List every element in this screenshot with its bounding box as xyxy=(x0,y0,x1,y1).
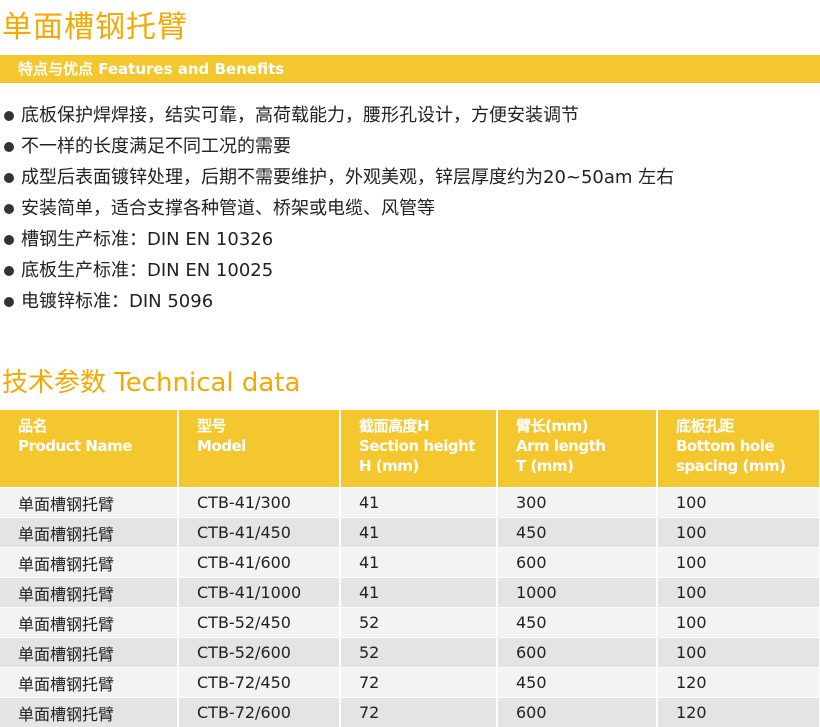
table-cell: 600 xyxy=(497,698,657,727)
feature-item: 成型后表面镀锌处理，后期不需要维护，外观美观，锌层厚度约为20~50am 左右 xyxy=(4,162,674,193)
bullet-icon xyxy=(4,266,14,276)
table-cell: 41 xyxy=(340,578,497,608)
header-line: Section height xyxy=(359,436,496,456)
table-cell: CTB-72/600 xyxy=(178,698,340,727)
table-cell: 单面槽钢托臂 xyxy=(0,578,178,608)
feature-item: 不一样的长度满足不同工况的需要 xyxy=(4,131,674,162)
table-cell: CTB-72/450 xyxy=(178,668,340,698)
table-cell: 100 xyxy=(657,548,820,578)
header-line: 型号 xyxy=(197,416,339,436)
feature-item: 底板保护焊焊接，结实可靠，高荷载能力，腰形孔设计，方便安装调节 xyxy=(4,100,674,131)
table-cell: 100 xyxy=(657,578,820,608)
table-cell: 单面槽钢托臂 xyxy=(0,548,178,578)
table-cell: 单面槽钢托臂 xyxy=(0,608,178,638)
features-list: 底板保护焊焊接，结实可靠，高荷载能力，腰形孔设计，方便安装调节不一样的长度满足不… xyxy=(4,100,674,317)
table-cell: 41 xyxy=(340,488,497,518)
header-line: Model xyxy=(197,436,339,456)
table-cell: 600 xyxy=(497,638,657,668)
table-cell: 100 xyxy=(657,488,820,518)
feature-text: 底板生产标准：DIN EN 10025 xyxy=(21,255,273,286)
header-line: 截面高度H xyxy=(359,416,496,436)
bullet-icon xyxy=(4,235,14,245)
table-cell: 单面槽钢托臂 xyxy=(0,488,178,518)
table-cell: 450 xyxy=(497,608,657,638)
table-cell: 单面槽钢托臂 xyxy=(0,698,178,727)
table-cell: CTB-41/1000 xyxy=(178,578,340,608)
table-cell: 52 xyxy=(340,608,497,638)
header-line: Product Name xyxy=(18,436,177,456)
feature-text: 不一样的长度满足不同工况的需要 xyxy=(21,131,291,162)
header-line: Bottom hole xyxy=(676,436,819,456)
table-cell: CTB-41/600 xyxy=(178,548,340,578)
feature-item: 槽钢生产标准：DIN EN 10326 xyxy=(4,224,674,255)
header-line: 臂长(mm) xyxy=(516,416,656,436)
table-cell: 72 xyxy=(340,668,497,698)
table-cell: 120 xyxy=(657,698,820,727)
header-line: 底板孔距 xyxy=(676,416,819,436)
page-title: 单面槽钢托臂 xyxy=(2,2,188,46)
header-line: 品名 xyxy=(18,416,177,436)
table-cell: 450 xyxy=(497,668,657,698)
header-line: Arm length xyxy=(516,436,656,456)
table-cell: 单面槽钢托臂 xyxy=(0,668,178,698)
bullet-icon xyxy=(4,142,14,152)
table-cell: 600 xyxy=(497,548,657,578)
bullet-icon xyxy=(4,204,14,214)
table-cell: CTB-52/450 xyxy=(178,608,340,638)
feature-text: 槽钢生产标准：DIN EN 10326 xyxy=(21,224,273,255)
table-cell: 41 xyxy=(340,518,497,548)
table-cell: 72 xyxy=(340,698,497,727)
bullet-icon xyxy=(4,111,14,121)
feature-item: 底板生产标准：DIN EN 10025 xyxy=(4,255,674,286)
table-cell: 1000 xyxy=(497,578,657,608)
table-cell: CTB-41/300 xyxy=(178,488,340,518)
tech-title: 技术参数 Technical data xyxy=(2,362,300,399)
table-cell: 100 xyxy=(657,608,820,638)
header-line: spacing (mm) xyxy=(676,456,819,476)
table-cell: CTB-41/450 xyxy=(178,518,340,548)
features-header: 特点与优点 Features and Benefits xyxy=(0,55,820,83)
table-cell: 52 xyxy=(340,638,497,668)
feature-text: 安装简单，适合支撑各种管道、桥架或电缆、风管等 xyxy=(21,193,435,224)
table-cell: 100 xyxy=(657,638,820,668)
table-cell: 120 xyxy=(657,668,820,698)
feature-item: 安装简单，适合支撑各种管道、桥架或电缆、风管等 xyxy=(4,193,674,224)
table-cell: 300 xyxy=(497,488,657,518)
table-cell: CTB-52/600 xyxy=(178,638,340,668)
table-cell: 100 xyxy=(657,518,820,548)
table-cell: 41 xyxy=(340,548,497,578)
feature-text: 电镀锌标准：DIN 5096 xyxy=(21,286,213,317)
header-line: H (mm) xyxy=(359,456,496,476)
table-cell: 450 xyxy=(497,518,657,548)
feature-text: 底板保护焊焊接，结实可靠，高荷载能力，腰形孔设计，方便安装调节 xyxy=(21,100,579,131)
table-cell: 单面槽钢托臂 xyxy=(0,638,178,668)
header-line: T (mm) xyxy=(516,456,656,476)
bullet-icon xyxy=(4,297,14,307)
feature-text: 成型后表面镀锌处理，后期不需要维护，外观美观，锌层厚度约为20~50am 左右 xyxy=(21,162,674,193)
feature-item: 电镀锌标准：DIN 5096 xyxy=(4,286,674,317)
bullet-icon xyxy=(4,173,14,183)
table-cell: 单面槽钢托臂 xyxy=(0,518,178,548)
